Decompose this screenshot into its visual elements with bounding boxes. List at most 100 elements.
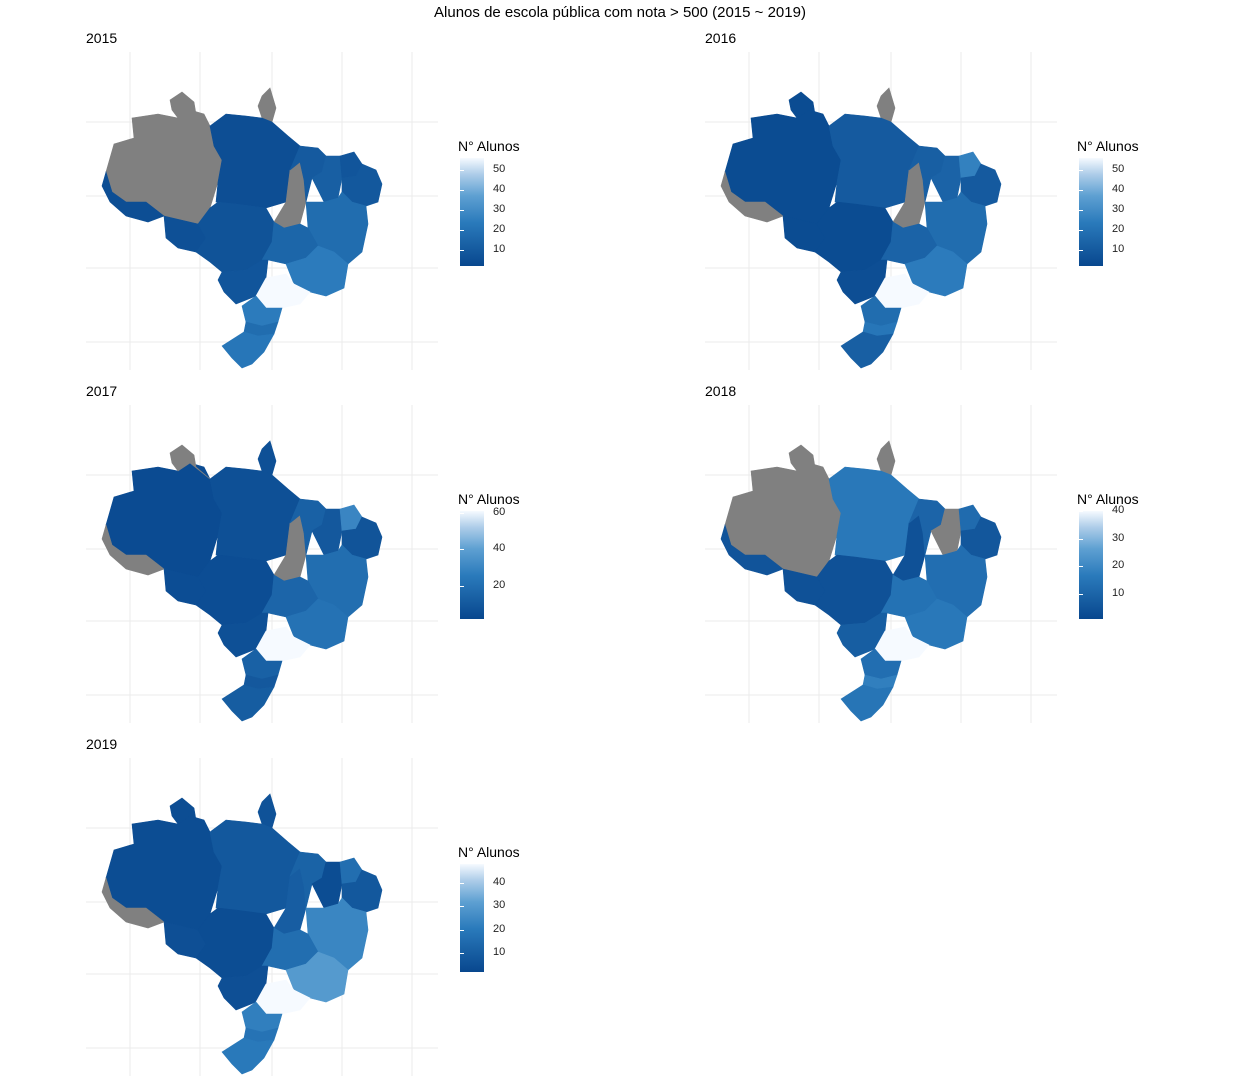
legend-tick	[1103, 230, 1107, 231]
legend-tick-label: 20	[1112, 223, 1125, 235]
state-ap	[876, 87, 896, 123]
color-legend: N° Alunos 20 40 60	[458, 491, 568, 631]
state-ac	[720, 523, 784, 576]
brazil-map	[705, 405, 1057, 723]
legend-tick	[1079, 538, 1083, 540]
legend-colorbar	[460, 158, 484, 266]
legend-tick-label: 40	[1112, 183, 1125, 195]
facet-panel-2016: 2016 N° Alunos 10 20 30 40 50	[705, 30, 1185, 370]
state-rs	[221, 331, 275, 369]
legend-tick	[484, 953, 488, 955]
legend-tick	[1079, 566, 1083, 568]
legend-tick-label: 30	[1112, 531, 1125, 544]
panel-title: 2015	[86, 30, 118, 46]
state-ap	[257, 440, 277, 476]
color-legend: N° Alunos 10 20 30 40	[458, 844, 568, 984]
legend-tick-label: 50	[493, 163, 506, 175]
map-area	[86, 758, 446, 1076]
legend-tick	[460, 953, 464, 955]
legend-tick-label: 20	[493, 223, 506, 235]
legend-tick	[484, 586, 488, 588]
legend-tick-label: 40	[493, 875, 506, 888]
legend-colorbar	[460, 864, 484, 972]
map-area	[705, 405, 1065, 723]
legend-colorbar	[1079, 158, 1103, 266]
chart-title: Alunos de escola pública com nota > 500 …	[434, 4, 806, 21]
legend-tick	[484, 210, 488, 211]
state-rs	[840, 684, 894, 722]
legend-title: N° Alunos	[1077, 138, 1139, 154]
legend-tick	[460, 170, 464, 171]
legend-tick-label: 10	[493, 946, 506, 959]
state-ma	[289, 851, 327, 909]
legend-tick	[484, 549, 488, 551]
state-nordeste	[341, 516, 383, 560]
legend-title: N° Alunos	[458, 138, 520, 154]
legend-tick	[460, 906, 464, 908]
state-ac	[101, 170, 165, 223]
state-pa	[209, 819, 301, 915]
legend-tick	[484, 250, 488, 251]
legend-tick	[1079, 190, 1083, 191]
legend-tick-label: 60	[493, 505, 506, 518]
legend-tick-label: 40	[493, 183, 506, 195]
legend-tick-label: 30	[1112, 203, 1125, 215]
legend-tick	[460, 230, 464, 231]
legend-tick	[1079, 250, 1083, 251]
legend-tick-label: 30	[493, 203, 506, 215]
legend-tick	[460, 929, 464, 931]
legend-tick-label: 40	[493, 542, 506, 555]
color-legend: N° Alunos 10 20 30 40 50	[1077, 138, 1187, 278]
legend-tick	[1103, 566, 1107, 568]
legend-tick-label: 10	[1112, 587, 1125, 600]
state-ap	[876, 440, 896, 476]
legend-tick	[484, 929, 488, 931]
legend-tick	[484, 170, 488, 171]
brazil-map	[86, 758, 438, 1076]
state-ma	[289, 498, 327, 556]
legend-tick	[460, 512, 464, 514]
legend-tick	[1103, 250, 1107, 251]
legend-title: N° Alunos	[1077, 491, 1139, 507]
state-ap	[257, 793, 277, 829]
legend-tick	[1079, 511, 1083, 512]
legend-tick-label: 20	[493, 922, 506, 935]
facet-panel-2018: 2018 N° Alunos 10 20 30 40	[705, 383, 1185, 723]
state-rs	[840, 331, 894, 369]
panel-title: 2016	[705, 30, 737, 46]
state-nordeste	[341, 163, 383, 207]
legend-tick	[1103, 594, 1107, 596]
state-pa	[828, 466, 920, 562]
state-ac	[101, 876, 165, 929]
panel-title: 2017	[86, 383, 118, 399]
legend-tick	[484, 882, 488, 884]
legend-title: N° Alunos	[458, 844, 520, 860]
legend-tick	[1103, 210, 1107, 211]
legend-tick	[484, 190, 488, 191]
state-pa	[209, 466, 301, 562]
legend-tick	[1079, 210, 1083, 211]
brazil-map	[86, 405, 438, 723]
legend-title: N° Alunos	[458, 491, 520, 507]
state-ac	[720, 170, 784, 223]
state-pa	[209, 113, 301, 209]
legend-colorbar	[460, 511, 484, 619]
legend-tick	[460, 549, 464, 551]
state-nordeste	[960, 163, 1002, 207]
state-rs	[221, 684, 275, 722]
legend-colorbar	[1079, 511, 1103, 619]
state-nordeste	[341, 869, 383, 913]
state-nordeste	[960, 516, 1002, 560]
state-ma	[908, 145, 946, 203]
map-area	[705, 52, 1065, 370]
legend-tick-label: 10	[1112, 243, 1125, 255]
state-rs	[221, 1037, 275, 1075]
state-ac	[101, 523, 165, 576]
state-ap	[257, 87, 277, 123]
legend-tick	[460, 882, 464, 884]
legend-tick-label: 30	[493, 899, 506, 912]
brazil-map	[86, 52, 438, 370]
legend-tick	[484, 906, 488, 908]
map-area	[86, 52, 446, 370]
color-legend: N° Alunos 10 20 30 40 50	[458, 138, 568, 278]
